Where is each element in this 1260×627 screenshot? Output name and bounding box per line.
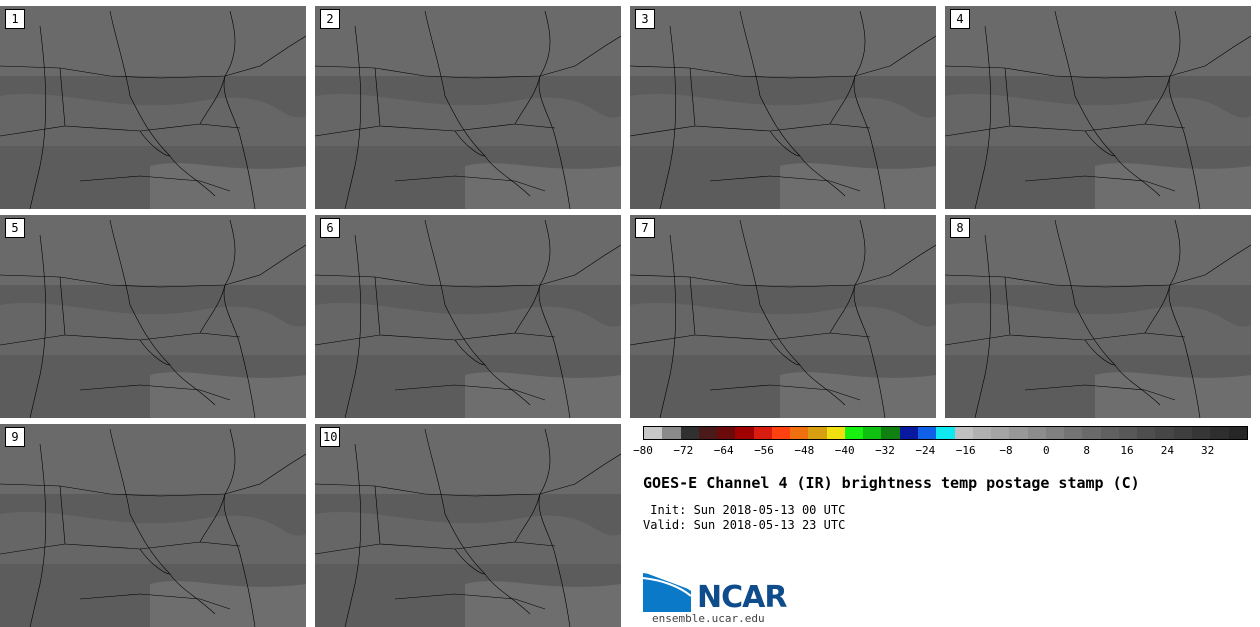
colorbar-tick-labels: −80 −72 −64 −56 −48 −40 −32 −24 −16 −8 0 8 16 24 32 — [633, 444, 1248, 458]
member-number-label: 7 — [635, 218, 655, 238]
colorbar-tick-label: −32 — [875, 444, 895, 457]
member-number-label: 5 — [5, 218, 25, 238]
postage-stamp-panel: 3 — [630, 6, 936, 209]
colorbar-segment — [808, 427, 827, 439]
ir-map-image — [630, 215, 936, 418]
colorbar-segment — [917, 427, 937, 439]
member-number-label: 1 — [5, 9, 25, 29]
colorbar-tick-label: −56 — [754, 444, 774, 457]
colorbar-segment — [863, 427, 882, 439]
postage-stamp-panel: 10 — [315, 424, 621, 627]
colorbar-segment — [1100, 427, 1119, 439]
ir-map-image — [0, 6, 306, 209]
colorbar-segment — [1064, 427, 1083, 439]
colorbar-segment — [881, 427, 900, 439]
colorbar-segment — [644, 427, 663, 439]
member-number-label: 2 — [320, 9, 340, 29]
colorbar-segment — [698, 427, 718, 439]
colorbar-segment — [1082, 427, 1101, 439]
ir-map-image — [945, 215, 1251, 418]
postage-stamp-panel: 4 — [945, 6, 1251, 209]
member-number-label: 4 — [950, 9, 970, 29]
postage-stamp-panel: 9 — [0, 424, 306, 627]
colorbar-segment — [790, 427, 809, 439]
figure-title: GOES-E Channel 4 (IR) brightness temp po… — [643, 474, 1140, 492]
postage-stamp-panel: 5 — [0, 215, 306, 418]
colorbar-tick-label: −16 — [955, 444, 976, 457]
member-number-label: 8 — [950, 218, 970, 238]
ir-map-image — [315, 424, 621, 627]
ir-map-image — [0, 215, 306, 418]
colorbar-segment — [899, 427, 918, 439]
colorbar-tick-label: −24 — [915, 444, 936, 457]
postage-stamp-panel: 7 — [630, 215, 936, 418]
postage-stamp-panel: 1 — [0, 6, 306, 209]
colorbar-segment — [972, 427, 992, 439]
colorbar-segment — [936, 427, 955, 439]
colorbar-tick-label: 32 — [1201, 444, 1215, 457]
colorbar-segment — [735, 427, 754, 439]
colorbar-segment — [662, 427, 681, 439]
member-number-label: 10 — [320, 427, 341, 447]
colorbar-segment — [1173, 427, 1192, 439]
ir-map-image — [630, 6, 936, 209]
colorbar-segment — [1027, 427, 1046, 439]
colorbar-segment — [680, 427, 699, 439]
colorbar-tick-label: −8 — [999, 444, 1013, 457]
colorbar-tick-label: 8 — [1083, 444, 1090, 457]
colorbar-segment — [1137, 427, 1156, 439]
postage-stamp-panel: 8 — [945, 215, 1251, 418]
colorbar-tick-label: −64 — [713, 444, 734, 457]
colorbar-segment — [753, 427, 772, 439]
colorbar-tick-label: 0 — [1043, 444, 1050, 457]
colorbar-tick-label: 16 — [1120, 444, 1134, 457]
colorbar-tick-label: −40 — [834, 444, 855, 457]
colorbar-tick-label: −72 — [673, 444, 694, 457]
postage-stamp-panel: 6 — [315, 215, 621, 418]
colorbar-segment — [991, 427, 1010, 439]
colorbar-segment — [1228, 427, 1247, 439]
ncar-logo-icon — [643, 571, 692, 612]
colorbar-segment — [1155, 427, 1174, 439]
ir-map-image — [315, 6, 621, 209]
init-time: Init: Sun 2018-05-13 00 UTC — [643, 503, 846, 517]
logo-text: NCAR — [697, 580, 787, 615]
colorbar-segment — [1191, 427, 1211, 439]
colorbar-tick-label: −80 — [633, 444, 653, 457]
colorbar-tick-label: 24 — [1160, 444, 1174, 457]
colorbar-segment — [844, 427, 864, 439]
colorbar-segment — [717, 427, 736, 439]
colorbar-segment — [771, 427, 791, 439]
member-number-label: 9 — [5, 427, 25, 447]
colorbar-segment — [1118, 427, 1138, 439]
colorbar-segment — [1009, 427, 1028, 439]
colorbar-segment — [1210, 427, 1229, 439]
colorbar — [643, 426, 1248, 440]
colorbar-segment — [1045, 427, 1065, 439]
member-number-label: 6 — [320, 218, 340, 238]
ir-map-image — [945, 6, 1251, 209]
valid-time: Valid: Sun 2018-05-13 23 UTC — [643, 518, 846, 532]
colorbar-segment — [826, 427, 845, 439]
ir-map-image — [315, 215, 621, 418]
site-url: ensemble.ucar.edu — [652, 612, 765, 625]
member-number-label: 3 — [635, 9, 655, 29]
ir-map-image — [0, 424, 306, 627]
colorbar-tick-label: −48 — [794, 444, 815, 457]
colorbar-segment — [954, 427, 973, 439]
postage-stamp-panel: 2 — [315, 6, 621, 209]
